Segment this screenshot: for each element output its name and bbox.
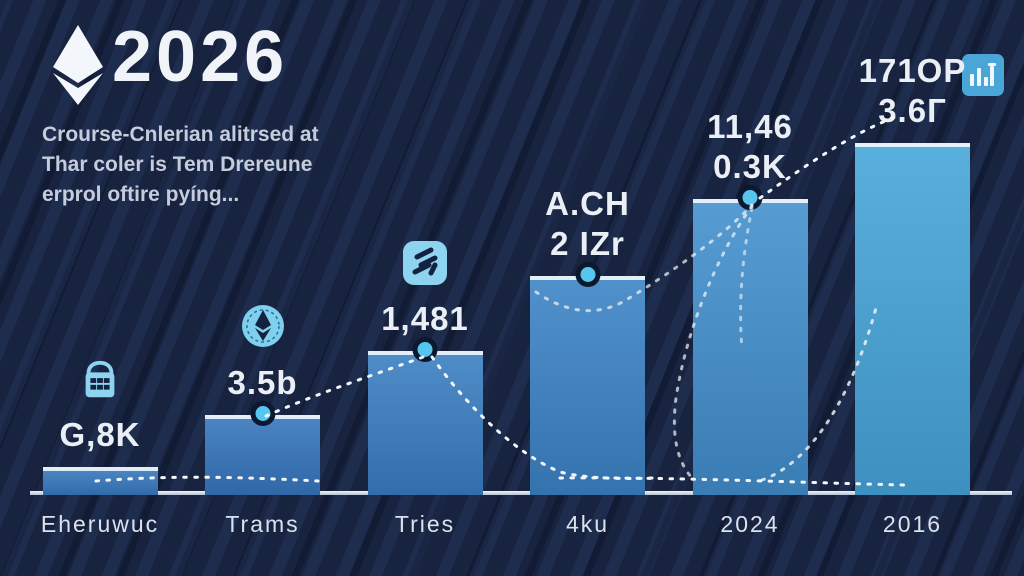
bar [42,467,158,495]
swap-arrows-icon [400,238,450,288]
page-title: 2026 [112,17,289,97]
bar-group: 3.5b Trams [188,300,338,537]
bar-category-label: Trams [225,511,300,537]
bar-value-label-secondary: A.CH [545,185,630,222]
ethereum-icon [50,24,106,111]
subtitle-line: Thar coler is Tem Drereune [42,152,313,176]
bar-value-label: 1,481 [381,300,469,337]
bar-value-label: G,8K [59,416,141,453]
bar-group: 1,481 Tries [350,238,500,537]
data-point-node [250,401,275,426]
bar-category-label: 4ku [565,511,610,537]
bar-value-label-secondary: 11,46 [707,108,793,145]
x-axis-baseline [30,491,1012,495]
bar-value-label-secondary: 171OP [858,52,967,89]
bar-value-label: 0.3K [713,148,787,185]
basket-grid-icon [77,358,123,404]
bar-group: 171OP 3.6Г 2016 [838,52,988,537]
bar [367,337,483,495]
bar [205,401,320,495]
bar-category-label: Tries [394,511,456,537]
bar-value-label: 2 IZr [550,225,625,262]
bar-group: A.CH 2 IZr 4ku [513,185,663,537]
eth-coin-icon [237,300,289,352]
data-point-node [575,262,600,287]
bar-category-label: 2024 [720,511,780,537]
bar-group: 11,46 0.3K 2024 [675,108,825,537]
data-point-node [737,185,763,210]
bar-group: G,8K Eheruwuc [25,358,175,537]
subtitle-text: Crourse-Cnlerian alitrsed at Thar coler … [42,120,372,209]
bar [692,185,808,495]
bar [530,262,645,495]
bar-category-label: 2016 [882,511,943,537]
bar-value-label: 3.6Г [878,92,947,129]
bar-chart-icon [962,54,1004,101]
subtitle-line: erprol oftire pyíng... [42,182,240,206]
bar [855,143,970,495]
data-point-node [412,337,438,362]
subtitle-line: Crourse-Cnlerian alitrsed at [42,123,319,146]
bar-value-label: 3.5b [227,364,298,401]
bar-category-label: Eheruwuc [40,511,160,537]
